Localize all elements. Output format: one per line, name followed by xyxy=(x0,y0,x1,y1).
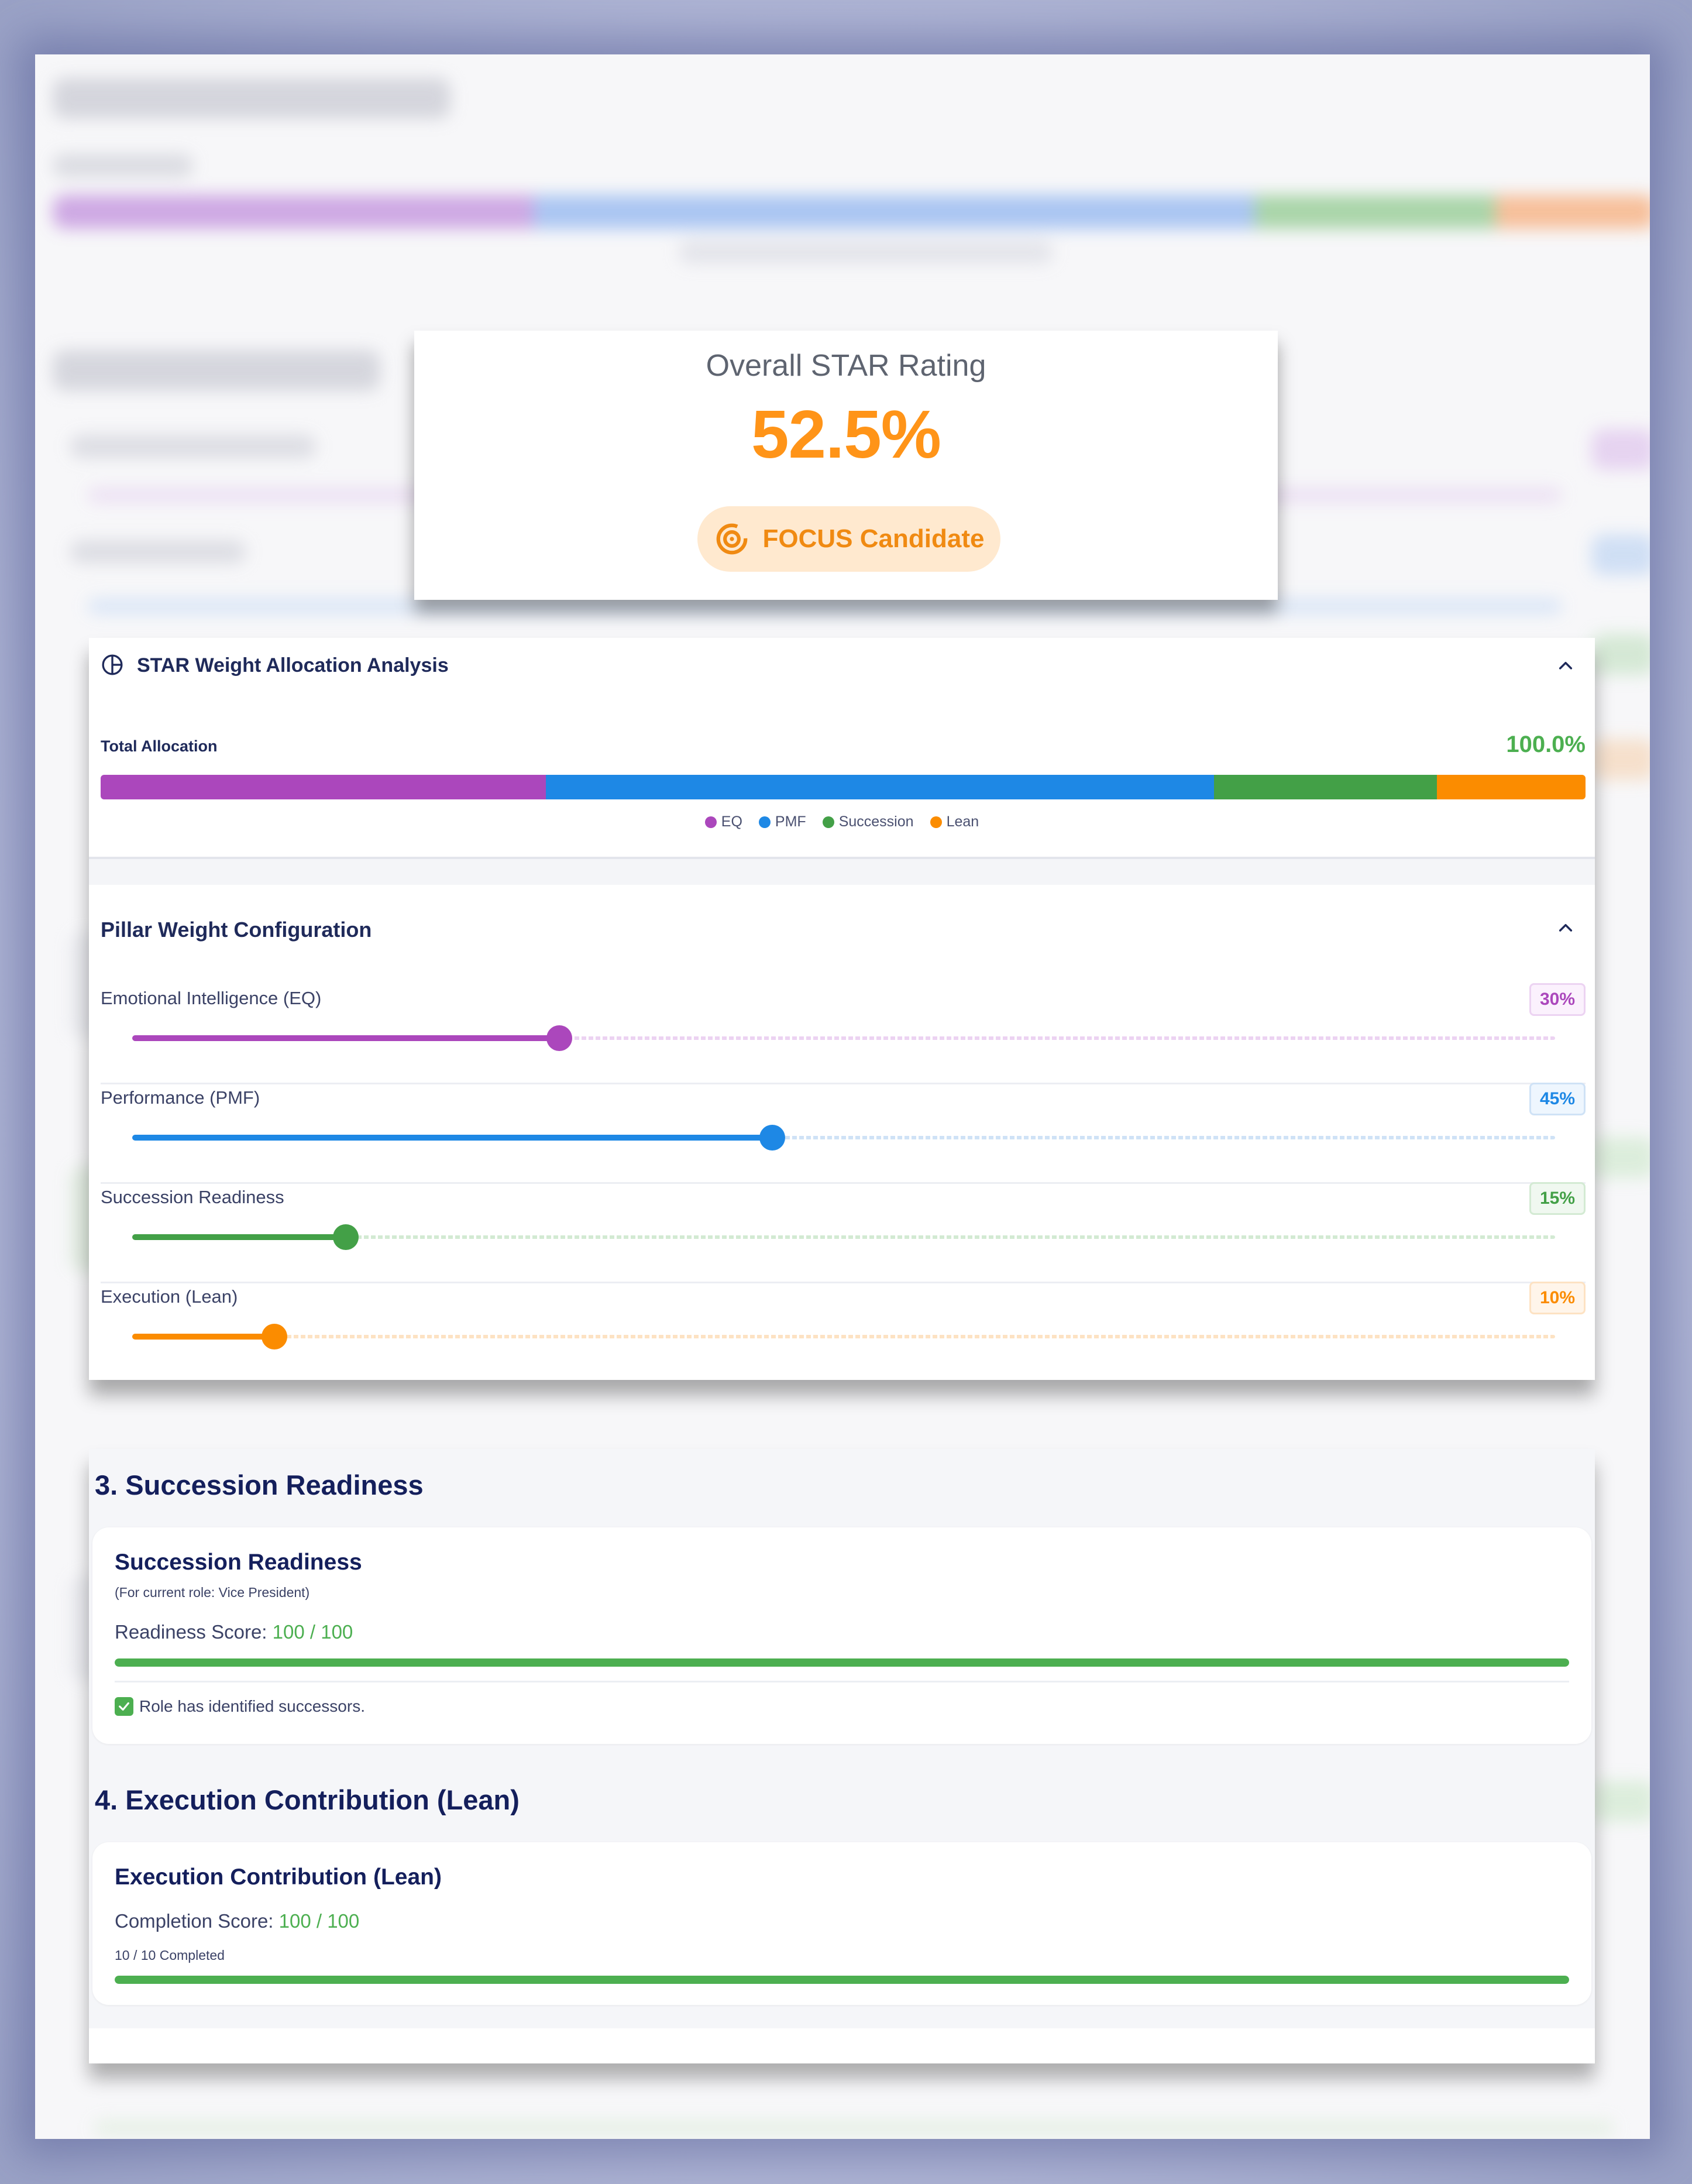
legend-item: EQ xyxy=(704,813,742,830)
badge-label: FOCUS Candidate xyxy=(762,524,985,553)
completion-progress-fill xyxy=(115,1976,1569,1984)
weight-allocation-panel: STAR Weight Allocation Analysis Total Al… xyxy=(89,638,1595,1380)
readiness-progress-bar xyxy=(115,1658,1569,1667)
pillar-config-title: Pillar Weight Configuration xyxy=(101,918,372,942)
slider-value-badge: 10% xyxy=(1529,1282,1586,1314)
legend-label: PMF xyxy=(775,813,806,830)
rating-title: Overall STAR Rating xyxy=(706,349,986,383)
execution-card-title: Execution Contribution (Lean) xyxy=(115,1864,442,1890)
succession-heading: 3. Succession Readiness xyxy=(95,1469,424,1500)
slider-track[interactable] xyxy=(132,1025,1555,1051)
total-allocation-value: 100.0% xyxy=(1506,732,1586,757)
allocation-segment-pmf xyxy=(546,775,1215,799)
blurred-pill xyxy=(1591,429,1650,470)
legend-label: Succession xyxy=(838,813,914,830)
succession-role-note: (For current role: Vice President) xyxy=(115,1585,310,1600)
successor-status-text: Role has identified successors. xyxy=(139,1697,365,1715)
slider-thumb[interactable] xyxy=(332,1224,359,1250)
total-allocation-label: Total Allocation xyxy=(101,737,218,755)
slider-label: Performance (PMF) xyxy=(101,1087,260,1108)
slider-track[interactable] xyxy=(132,1324,1555,1349)
pillar-slider-row: Execution (Lean) 10% xyxy=(101,1282,1586,1381)
pillar-slider-row: Emotional Intelligence (EQ) 30% xyxy=(101,983,1586,1084)
star-rating-card: Overall STAR Rating 52.5% FOCUS Candidat… xyxy=(414,331,1278,600)
execution-card: Execution Contribution (Lean) Completion… xyxy=(92,1842,1591,2005)
allocation-segment-lean xyxy=(1437,775,1586,799)
blurred-pill xyxy=(1591,1137,1650,1178)
successor-status: Role has identified successors. xyxy=(115,1697,365,1716)
blurred-pill xyxy=(1591,739,1650,780)
slider-fill xyxy=(132,1234,346,1240)
weight-analysis-header[interactable]: STAR Weight Allocation Analysis xyxy=(89,638,1595,694)
section-gap xyxy=(89,859,1595,885)
legend-label: Lean xyxy=(946,813,979,830)
legend-dot-icon xyxy=(758,816,771,828)
detail-sections: 3. Succession Readiness Succession Readi… xyxy=(89,1449,1595,2063)
completion-progress-bar xyxy=(115,1976,1569,1984)
weight-analysis-title: STAR Weight Allocation Analysis xyxy=(137,654,449,677)
allocation-segment-succession xyxy=(1214,775,1437,799)
allocation-legend: EQ PMF Succession Lean xyxy=(89,813,1595,830)
readiness-progress-fill xyxy=(115,1658,1569,1667)
readiness-score-label: Readiness Score: xyxy=(115,1621,267,1643)
target-icon xyxy=(716,523,747,555)
slider-value-badge: 30% xyxy=(1529,983,1586,1016)
slider-value-badge: 15% xyxy=(1529,1182,1586,1215)
blurred-pill xyxy=(1591,634,1650,675)
succession-card-title: Succession Readiness xyxy=(115,1550,362,1575)
slider-fill xyxy=(132,1334,275,1340)
slider-label: Emotional Intelligence (EQ) xyxy=(101,988,322,1008)
blurred-legend xyxy=(679,241,1053,264)
completion-score: Completion Score: 100 / 100 xyxy=(115,1910,359,1932)
blurred-subtitle xyxy=(53,154,193,177)
blurred-pill xyxy=(1591,534,1650,575)
slider-fill xyxy=(132,1035,559,1041)
slider-thumb[interactable] xyxy=(546,1025,572,1051)
legend-label: EQ xyxy=(721,813,742,830)
legend-item: PMF xyxy=(758,813,806,830)
legend-dot-icon xyxy=(704,816,717,828)
blurred-row xyxy=(70,435,316,458)
blurred-heading xyxy=(53,350,380,391)
candidate-badge: FOCUS Candidate xyxy=(697,506,1000,572)
section-footer xyxy=(89,2028,1595,2063)
completion-score-value: 100 / 100 xyxy=(278,1910,360,1932)
slider-track[interactable] xyxy=(132,1224,1555,1250)
chevron-up-icon[interactable] xyxy=(1556,657,1575,675)
slider-thumb[interactable] xyxy=(759,1125,786,1151)
completed-count: 10 / 10 Completed xyxy=(115,1948,225,1963)
blurred-line xyxy=(88,599,1562,614)
pillar-slider-row: Succession Readiness 15% xyxy=(101,1182,1586,1283)
allocation-bar xyxy=(101,775,1586,799)
slider-track[interactable] xyxy=(132,1125,1555,1151)
section-divider xyxy=(89,857,1595,859)
pie-chart-icon xyxy=(102,654,123,675)
blurred-pill xyxy=(1591,1781,1650,1822)
chevron-up-icon[interactable] xyxy=(1556,919,1575,938)
slider-label: Execution (Lean) xyxy=(101,1286,238,1307)
allocation-segment-eq xyxy=(101,775,546,799)
rating-value: 52.5% xyxy=(751,396,941,472)
legend-item: Lean xyxy=(930,813,979,830)
slider-label: Succession Readiness xyxy=(101,1187,284,1207)
legend-dot-icon xyxy=(930,816,942,828)
blurred-row xyxy=(70,540,246,564)
card-divider xyxy=(115,1681,1569,1682)
execution-heading: 4. Execution Contribution (Lean) xyxy=(95,1784,520,1815)
slider-value-badge: 45% xyxy=(1529,1083,1586,1115)
blurred-content xyxy=(35,54,1650,2139)
succession-card: Succession Readiness (For current role: … xyxy=(92,1527,1591,1744)
blurred-title xyxy=(53,78,450,119)
pillar-slider-row: Performance (PMF) 45% xyxy=(101,1083,1586,1184)
readiness-score: Readiness Score: 100 / 100 xyxy=(115,1621,353,1643)
slider-fill xyxy=(132,1135,773,1141)
legend-dot-icon xyxy=(822,816,834,828)
checkmark-icon xyxy=(115,1697,133,1716)
completion-score-label: Completion Score: xyxy=(115,1910,274,1932)
readiness-score-value: 100 / 100 xyxy=(272,1621,353,1643)
blurred-allocation-bar xyxy=(53,195,1650,229)
slider-thumb[interactable] xyxy=(262,1324,288,1349)
blurred-line xyxy=(94,2120,1615,2135)
legend-item: Succession xyxy=(822,813,914,830)
